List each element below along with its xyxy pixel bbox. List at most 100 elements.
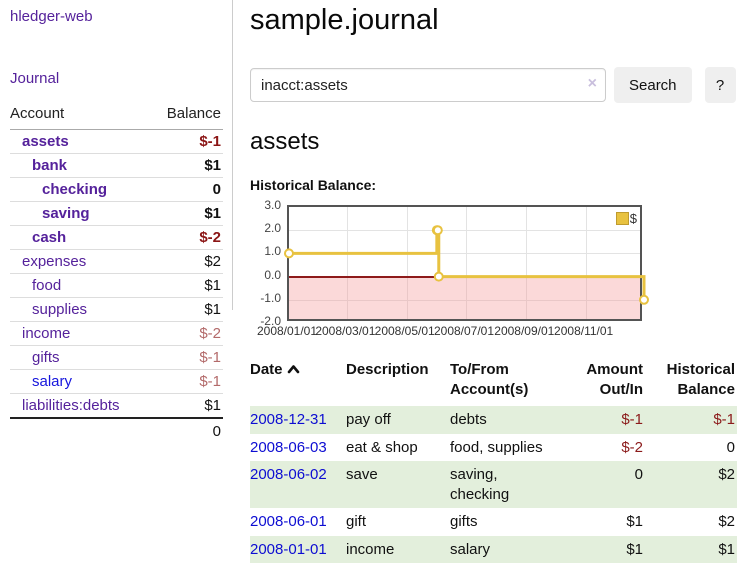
historical-balance-chart: 3.0 2.0 1.0 0.0 -1.0 -2.0 $ [250, 198, 649, 328]
account-balance: $1 [150, 297, 223, 322]
balance-column-header: Balance [150, 103, 223, 130]
transaction-accounts: food, supplies [450, 438, 543, 456]
balance-column-header-register: Historical Balance [666, 361, 735, 398]
transaction-description: eat & shop [346, 438, 418, 456]
account-balance: $1 [150, 273, 223, 298]
search-button[interactable]: Search [614, 67, 692, 103]
account-row: assets $-1 [10, 130, 223, 154]
chart-line-svg [284, 225, 649, 305]
accounts-tbody: assets $-1 bank $1 checking 0 saving $1 … [10, 130, 223, 418]
account-column-header: Account [10, 103, 151, 130]
account-link[interactable]: gifts [32, 349, 60, 366]
account-row: gifts $-1 [10, 345, 223, 370]
account-balance: $1 [150, 201, 223, 226]
account-link[interactable]: supplies [32, 301, 88, 318]
account-link[interactable]: assets [22, 133, 69, 150]
sidebar-divider [232, 0, 233, 310]
account-balance: $1 [150, 393, 223, 418]
main-content: sample.journal × Search ? assets Histori… [250, 0, 737, 563]
chart-plot-area: $ [284, 205, 649, 321]
account-link[interactable]: cash [32, 229, 67, 246]
legend-swatch-icon [615, 212, 629, 225]
search-input[interactable] [250, 68, 606, 102]
sidebar: hledger-web Journal Account Balance asse… [0, 0, 233, 443]
accounts-header-row: Account Balance [10, 103, 223, 130]
transaction-description: income [346, 540, 395, 558]
transaction-date-link[interactable]: 2008-01-01 [250, 540, 327, 558]
account-row: salary $-1 [10, 369, 223, 394]
sort-ascending-icon [287, 365, 299, 374]
transaction-accounts: debts [450, 411, 487, 428]
transaction-row: 2008-12-31 pay off debts $-1 $-1 [250, 406, 737, 434]
account-balance: $-1 [199, 133, 221, 150]
account-heading: assets [250, 128, 320, 155]
account-balance: $1 [150, 153, 223, 178]
transaction-description: gift [346, 513, 367, 530]
account-link[interactable]: food [32, 277, 62, 294]
accounts-column-header: To/From Account(s) [450, 361, 529, 398]
account-balance: $-1 [150, 369, 223, 394]
transaction-row: 2008-06-01 gift gifts $1 $2 [250, 508, 737, 536]
transaction-amount: $-1 [621, 411, 643, 428]
transaction-description: pay off [346, 411, 391, 428]
register-tbody: 2008-12-31 pay off debts $-1 $-1 2008-06… [250, 406, 737, 563]
transaction-accounts: salary [450, 540, 491, 558]
account-row: expenses $2 [10, 249, 223, 274]
accounts-table: Account Balance assets $-1 bank $1 check… [10, 103, 223, 443]
account-balance: $2 [150, 249, 223, 274]
amount-column-header: Amount Out/In [586, 361, 643, 398]
transaction-balance: $1 [718, 540, 735, 558]
account-row: income $-2 [10, 321, 223, 346]
account-row: supplies $1 [10, 297, 223, 322]
transaction-balance: $2 [718, 513, 735, 530]
chart-y-axis: 3.0 2.0 1.0 0.0 -1.0 -2.0 [260, 198, 281, 328]
chart-negative-region [289, 276, 640, 319]
transaction-balance: $-1 [713, 411, 735, 428]
chart-legend-label: $ [629, 211, 637, 226]
account-link[interactable]: salary [32, 373, 73, 390]
app-title-link[interactable]: hledger-web [10, 8, 93, 25]
account-balance: $-1 [150, 345, 223, 370]
account-link[interactable]: bank [32, 157, 68, 174]
transaction-date-link[interactable]: 2008-12-31 [250, 411, 327, 428]
transaction-amount: $1 [626, 540, 643, 558]
transaction-date-link[interactable]: 2008-06-01 [250, 513, 327, 530]
app-title: hledger-web [10, 8, 223, 26]
register-table: Date Description To/From Account(s) Amou… [250, 360, 737, 563]
chart-x-axis: 2008/01/01 2008/03/01 2008/05/01 2008/07/01… [256, 324, 614, 338]
help-button[interactable]: ? [704, 67, 736, 103]
date-column-header[interactable]: Date [250, 360, 346, 406]
transaction-accounts: gifts [450, 513, 478, 530]
accounts-total-balance: 0 [150, 417, 223, 443]
clear-search-icon[interactable]: × [587, 75, 597, 92]
account-link[interactable]: saving [42, 205, 90, 222]
transaction-row: 2008-01-01 income salary $1 $1 [250, 535, 737, 563]
account-balance: $-2 [150, 321, 223, 346]
search-form: × Search ? [250, 67, 737, 103]
transaction-row: 2008-06-03 eat & shop food, supplies $-2… [250, 434, 737, 462]
description-column-header: Description [346, 361, 429, 378]
transaction-amount: 0 [634, 466, 643, 483]
chart-legend: $ [615, 211, 637, 226]
transaction-date-link[interactable]: 2008-06-02 [250, 466, 327, 483]
sidebar-item-journal[interactable]: Journal [10, 70, 60, 87]
account-row: liabilities:debts $1 [10, 393, 223, 418]
page-title: sample.journal [250, 4, 439, 36]
account-row: bank $1 [10, 153, 223, 178]
transaction-row: 2008-06-02 save saving, checking 0 $2 [250, 461, 737, 508]
account-link[interactable]: checking [42, 181, 108, 198]
account-row: checking 0 [10, 177, 223, 202]
account-row: food $1 [10, 273, 223, 298]
transaction-accounts: saving, checking [450, 466, 510, 503]
account-balance: 0 [150, 177, 223, 202]
transaction-balance: $2 [718, 466, 735, 483]
transaction-date-link[interactable]: 2008-06-03 [250, 438, 327, 456]
register-header-row: Date Description To/From Account(s) Amou… [250, 360, 737, 406]
account-link[interactable]: income [22, 325, 71, 342]
account-link[interactable]: expenses [22, 253, 87, 270]
account-row: saving $1 [10, 201, 223, 226]
transaction-balance: 0 [726, 438, 735, 456]
account-link[interactable]: liabilities:debts [22, 397, 120, 414]
sidebar-nav: Journal [10, 70, 223, 88]
chart-title: Historical Balance: [250, 177, 377, 193]
